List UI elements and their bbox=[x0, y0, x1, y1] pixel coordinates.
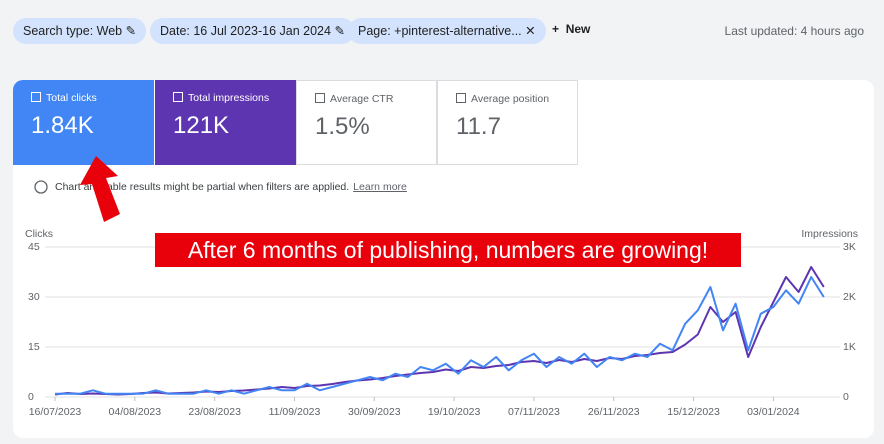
y2-tick-label: 1K bbox=[843, 341, 856, 353]
chip-text: Search type: Web bbox=[23, 24, 123, 38]
card-value: 1.84K bbox=[31, 112, 94, 139]
y2-tick-label: 0 bbox=[843, 391, 849, 403]
x-tick-label: 26/11/2023 bbox=[588, 406, 640, 418]
card-label: Average position bbox=[471, 93, 550, 105]
y2-tick-label: 2K bbox=[843, 291, 856, 303]
chip-text: Date: 16 Jul 2023-16 Jan 2024 bbox=[160, 24, 331, 38]
metric-card[interactable]: Average position 11.7 bbox=[437, 80, 578, 165]
card-label: Total clicks bbox=[46, 92, 97, 104]
last-updated: Last updated: 4 hours ago bbox=[724, 24, 864, 38]
card-value: 121K bbox=[173, 112, 230, 139]
filter-chip[interactable]: Search type: Web ✎ bbox=[13, 18, 147, 44]
card-label: Average CTR bbox=[330, 93, 394, 105]
x-tick-label: 16/07/2023 bbox=[29, 406, 82, 418]
notice: Chart and table results might be partial… bbox=[55, 181, 407, 193]
x-tick-label: 07/11/2023 bbox=[508, 406, 560, 418]
chip-text: Page: +pinterest-alternative... bbox=[358, 24, 522, 38]
card-label: Total impressions bbox=[188, 92, 270, 104]
x-tick-label: 11/09/2023 bbox=[269, 406, 321, 418]
series-line bbox=[54, 266, 825, 396]
x-tick-label: 23/08/2023 bbox=[188, 406, 241, 418]
metric-card[interactable]: Total clicks 1.84K bbox=[13, 80, 154, 165]
metric-card[interactable]: Total impressions 121K bbox=[155, 80, 296, 165]
y-tick-label: 0 bbox=[28, 391, 34, 403]
learn-more-link[interactable]: Learn more bbox=[353, 181, 407, 193]
filter-chip[interactable]: Page: +pinterest-alternative... ✕ bbox=[348, 18, 546, 44]
x-tick-label: 15/12/2023 bbox=[667, 406, 720, 418]
card-value: 11.7 bbox=[456, 113, 501, 140]
new-button[interactable]: + New bbox=[552, 22, 591, 36]
metric-card[interactable]: Average CTR 1.5% bbox=[296, 80, 437, 165]
y-axis-title: Clicks bbox=[25, 228, 53, 240]
arrow bbox=[80, 156, 120, 222]
series-line bbox=[55, 276, 825, 395]
y2-axis-title: Impressions bbox=[801, 228, 858, 240]
filter-chip[interactable]: Date: 16 Jul 2023-16 Jan 2024 ✎ bbox=[150, 18, 355, 44]
x-tick-label: 30/09/2023 bbox=[348, 406, 401, 418]
y2-tick-label: 3K bbox=[843, 241, 856, 253]
info-icon bbox=[34, 180, 48, 194]
y-tick-label: 15 bbox=[28, 341, 40, 353]
notice-text: Chart and table results might be partial… bbox=[55, 181, 350, 193]
card-value: 1.5% bbox=[315, 113, 370, 140]
x-tick-label: 04/08/2023 bbox=[109, 406, 162, 418]
x-tick-label: 19/10/2023 bbox=[428, 406, 481, 418]
x-tick-label: 03/01/2024 bbox=[747, 406, 800, 418]
y-tick-label: 30 bbox=[28, 291, 40, 303]
annotation: After 6 months of publishing, numbers ar… bbox=[155, 233, 741, 267]
new-text: New bbox=[565, 22, 591, 36]
y-tick-label: 45 bbox=[28, 241, 40, 253]
